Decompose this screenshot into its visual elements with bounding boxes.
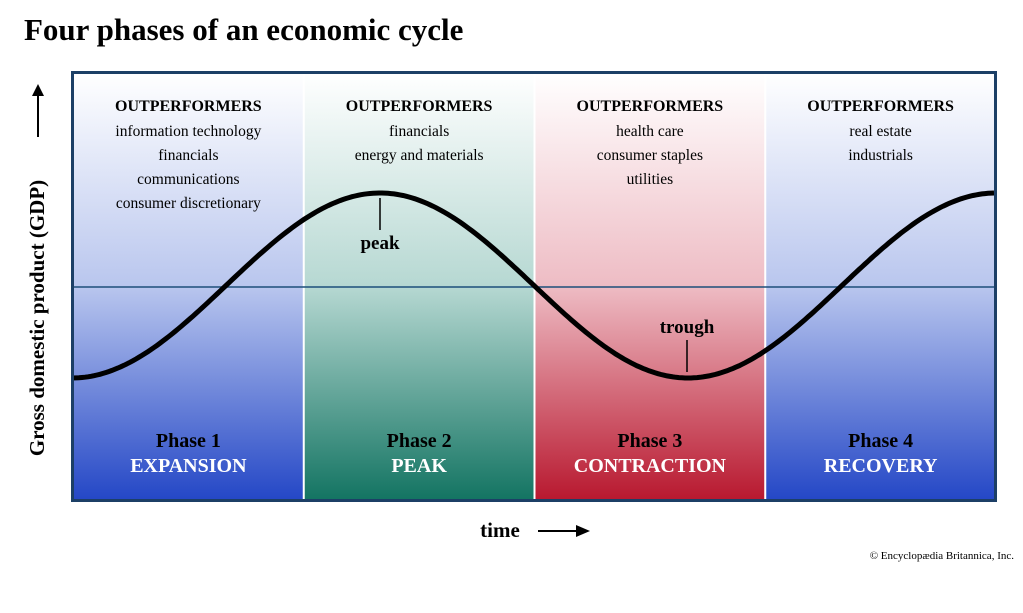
sector: communications — [137, 171, 239, 188]
phase-name: PEAK — [391, 455, 447, 477]
outperformers-heading: OUTPERFORMERS — [807, 98, 954, 115]
title: Four phases of an economic cycle — [24, 12, 463, 47]
sector: health care — [616, 123, 684, 140]
phase-name: EXPANSION — [130, 455, 247, 477]
sector: industrials — [848, 147, 913, 164]
sector: financials — [158, 147, 218, 164]
outperformers-heading: OUTPERFORMERS — [577, 98, 724, 115]
credit: © Encyclopædia Britannica, Inc. — [870, 550, 1015, 562]
sector: real estate — [849, 123, 912, 140]
outperformers-heading: OUTPERFORMERS — [115, 98, 262, 115]
phase-name: CONTRACTION — [574, 455, 727, 477]
phase-name: RECOVERY — [824, 455, 938, 477]
phase-label: Phase 2 — [387, 430, 452, 452]
trough-label: trough — [660, 317, 715, 338]
x-arrowhead — [576, 525, 590, 537]
sector: utilities — [627, 171, 674, 188]
frame — [71, 71, 997, 502]
phase-label: Phase 4 — [848, 430, 913, 452]
sector: consumer discretionary — [116, 195, 261, 212]
outperformers-heading: OUTPERFORMERS — [346, 98, 493, 115]
phase-label: Phase 1 — [156, 430, 221, 452]
sector: information technology — [115, 123, 261, 140]
peak-label: peak — [360, 233, 400, 254]
phase-label: Phase 3 — [617, 430, 682, 452]
sector: financials — [389, 123, 449, 140]
y-axis-label: Gross domestic product (GDP) — [25, 180, 49, 456]
sector: consumer staples — [597, 147, 703, 164]
sector: energy and materials — [355, 147, 484, 164]
x-axis-label: time — [480, 518, 520, 542]
y-arrowhead — [32, 84, 44, 96]
cycle-curve — [72, 190, 995, 381]
